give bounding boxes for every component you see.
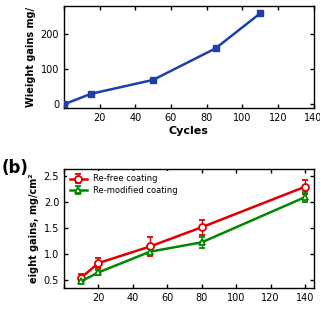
Y-axis label: eight gains, mg/cm²: eight gains, mg/cm² — [29, 173, 39, 283]
X-axis label: Cycles: Cycles — [169, 125, 209, 135]
Legend: Re-free coating, Re-modified coating: Re-free coating, Re-modified coating — [67, 171, 181, 198]
Y-axis label: Wieight gains mg/: Wieight gains mg/ — [27, 7, 36, 107]
Text: (b): (b) — [2, 159, 28, 177]
